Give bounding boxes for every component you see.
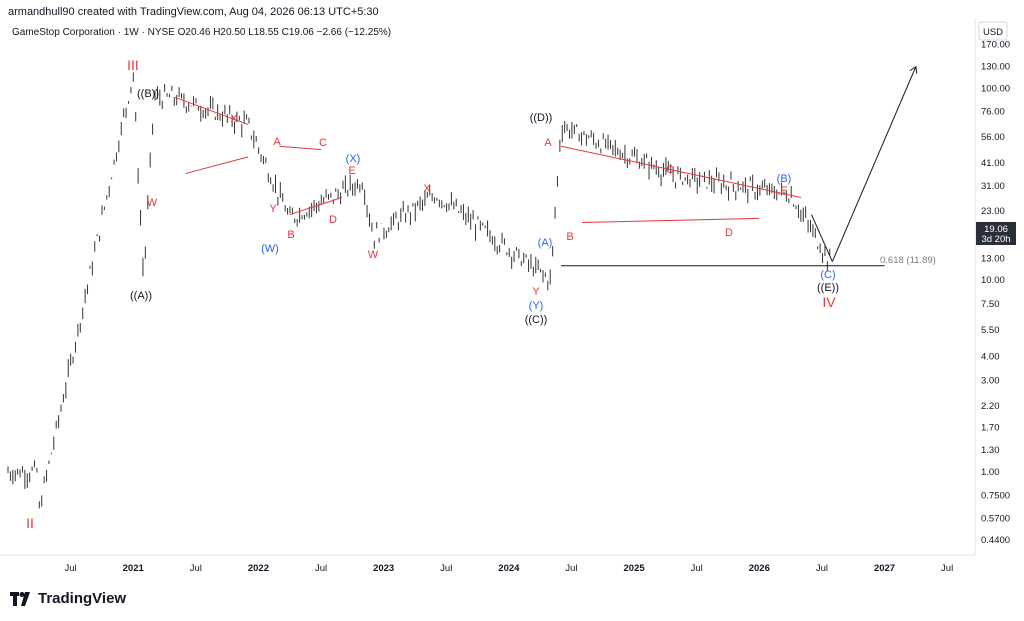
price-tick-label: 7.50 <box>981 299 1000 310</box>
fib-level-label: 0.618 (11.89) <box>880 255 936 266</box>
price-tick-label: 2.20 <box>981 401 1000 412</box>
last-price-badge <box>976 222 1016 245</box>
wave-label: A <box>273 136 281 148</box>
bar-countdown: 3d 20h <box>981 234 1010 245</box>
wave-label: Y <box>269 203 277 215</box>
wave-label: (W) <box>261 243 279 255</box>
time-tick-label: 2024 <box>498 563 520 574</box>
wave-label: III <box>127 57 139 73</box>
price-tick-label: 0.5700 <box>981 514 1010 525</box>
triangle-upper-line <box>560 145 802 199</box>
price-tick-label: 0.7500 <box>981 491 1010 502</box>
wave-label: W <box>368 249 379 261</box>
wave-label: D <box>725 227 733 239</box>
price-tick-label: 1.70 <box>981 423 1000 434</box>
triangle-lower-line <box>289 197 343 216</box>
time-tick-label: Jul <box>691 563 703 574</box>
wave-label: (B) <box>777 173 792 185</box>
wave-label: Y <box>532 286 540 298</box>
wave-label: C <box>319 137 327 149</box>
wave-label: D <box>329 214 337 226</box>
chart-credit: armandhull90 created with TradingView.co… <box>8 6 379 18</box>
currency-box[interactable] <box>978 21 1008 41</box>
ohlc-values: O20.46 H20.50 L18.55 C19.06 −2.66 (−12.2… <box>177 27 392 38</box>
tradingview-wordmark: TradingView <box>38 590 127 607</box>
wave-label: ((D)) <box>530 112 553 124</box>
triangle-lower-line <box>581 217 760 223</box>
price-tick-label: 4.00 <box>981 351 1000 362</box>
price-tick-label: 5.50 <box>981 325 1000 336</box>
wave-label: X <box>230 113 238 125</box>
triangle-lower-line <box>185 156 249 175</box>
time-axis[interactable]: Jul 2021 Jul 2022 Jul 2023 Jul 2024 Jul 2025 Jul 20… <box>65 563 954 574</box>
time-tick-label: 2023 <box>373 563 394 574</box>
currency-label: USD <box>983 27 1003 38</box>
triangle-upper-line <box>174 96 249 125</box>
price-tick-label: 0.4400 <box>981 535 1010 546</box>
wave-label: B <box>287 229 294 241</box>
price-tick-label: 130.00 <box>981 62 1010 73</box>
wave-label: ((A)) <box>130 290 152 302</box>
wave-label: ((E)) <box>817 282 839 294</box>
price-tick-label: 31.00 <box>981 181 1005 192</box>
wave-label: IV <box>822 294 836 310</box>
wave-label: E <box>780 185 787 197</box>
wave-label: W <box>147 197 158 209</box>
projection-arrowhead <box>909 65 918 74</box>
wave-label: X <box>423 183 431 195</box>
time-tick-label: 2027 <box>874 563 895 574</box>
time-tick-label: 2025 <box>624 563 646 574</box>
price-tick-label: 56.00 <box>981 132 1005 143</box>
price-tick-label: 170.00 <box>981 39 1010 50</box>
tradingview-logo[interactable]: TradingView <box>10 590 126 607</box>
wave-label: (A) <box>538 237 553 249</box>
wave-label: C <box>666 164 674 176</box>
price-tick-label: 1.00 <box>981 467 1000 478</box>
time-tick-label: Jul <box>816 563 828 574</box>
last-price-value: 19.06 <box>984 224 1008 235</box>
price-axis[interactable]: 170.00 130.00 100.00 76.00 56.00 41.00 31.00 23… <box>981 39 1010 546</box>
time-tick-label: 2022 <box>248 563 269 574</box>
price-tick-label: 76.00 <box>981 106 1005 117</box>
wave-label: B <box>566 231 573 243</box>
wave-label: ((C)) <box>525 314 548 326</box>
price-tick-label: 3.00 <box>981 375 1000 386</box>
price-tick-label: 41.00 <box>981 158 1005 169</box>
wave-label: (X) <box>346 153 361 165</box>
wave-label: II <box>26 515 34 531</box>
wave-label: (Y) <box>529 300 544 312</box>
price-tick-label: 10.00 <box>981 275 1005 286</box>
symbol-ohlc-line: GameStop Corporation · 1W · NYSE O20.46 … <box>12 27 391 38</box>
time-tick-label: Jul <box>190 563 202 574</box>
tradingview-logo-icon <box>10 591 30 606</box>
drop-segment <box>811 214 833 262</box>
price-tick-label: 1.30 <box>981 445 1000 456</box>
triangle-upper-line <box>279 145 322 151</box>
price-tick-label: 100.00 <box>981 84 1010 95</box>
wave-label: ((B)) <box>137 88 159 100</box>
projection-arrow-line <box>831 66 917 262</box>
wave-label: (C) <box>820 269 835 281</box>
price-tick-label: 23.00 <box>981 206 1005 217</box>
wave-label: A <box>544 137 552 149</box>
time-tick-label: Jul <box>65 563 77 574</box>
wave-label: E <box>348 165 355 177</box>
price-tick-label: 13.00 <box>981 253 1005 264</box>
time-tick-label: 2026 <box>749 563 770 574</box>
symbol-title[interactable]: GameStop Corporation · 1W · NYSE <box>12 27 175 38</box>
time-tick-label: 2021 <box>123 563 145 574</box>
time-tick-label: Jul <box>565 563 577 574</box>
time-tick-label: Jul <box>941 563 953 574</box>
time-tick-label: Jul <box>315 563 327 574</box>
time-tick-label: Jul <box>440 563 452 574</box>
